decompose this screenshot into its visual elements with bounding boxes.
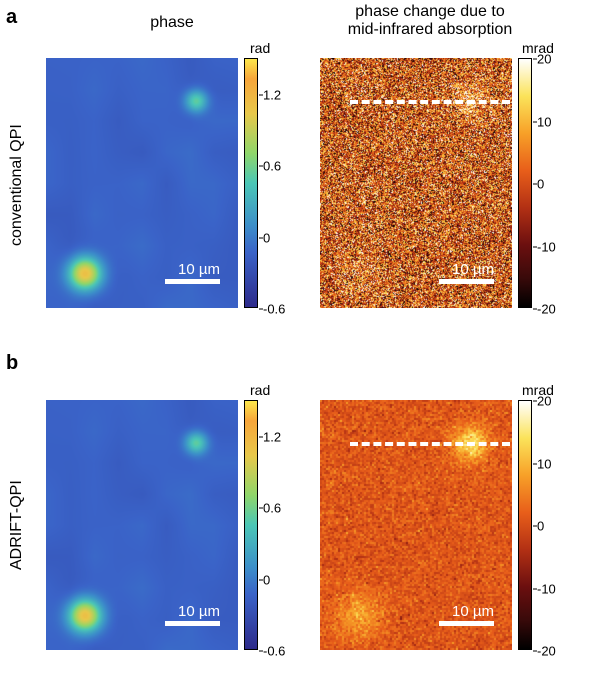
- panel-b-label: b: [6, 352, 18, 375]
- col-header-mir-line1: phase change due to: [355, 3, 504, 20]
- scalebar-label-a-mir: 10 µm: [452, 261, 494, 278]
- colorbar-tick-label: 20: [537, 394, 551, 409]
- fig-b-phase: 10 µm: [46, 400, 238, 650]
- colorbar-tick-label: 0: [537, 177, 544, 192]
- fig-b-mir: 10 µm: [320, 400, 512, 650]
- colorbar-b-phase: -0.600.61.2: [244, 400, 258, 650]
- scalebar-b-mir: [439, 621, 494, 626]
- colorbar-tick-label: 0.6: [263, 159, 281, 174]
- colorbar-tick-label: 1.2: [263, 87, 281, 102]
- scalebar-a-phase: [165, 279, 220, 284]
- dashline-b: [350, 442, 510, 446]
- colorbar-tick-label: 10: [537, 114, 551, 129]
- col-header-mir: phase change due to mid-infrared absorpt…: [300, 3, 560, 40]
- scalebar-label-b-mir: 10 µm: [452, 603, 494, 620]
- scalebar-label-b-phase: 10 µm: [178, 603, 220, 620]
- scalebar-a-mir: [439, 279, 494, 284]
- colorbar-tick-label: 20: [537, 52, 551, 67]
- colorbar-tick-label: 0: [263, 230, 270, 245]
- colorbar-b-mir: -20-1001020: [518, 400, 532, 650]
- colorbar-tick-label: 0: [263, 572, 270, 587]
- colorbar-tick-label: -10: [537, 581, 556, 596]
- colorbar-a-phase: -0.600.61.2: [244, 58, 258, 308]
- row-label-b: ADRIFT-QPI: [8, 400, 26, 650]
- row-label-a: conventional QPI: [8, 60, 26, 310]
- col-header-mir-line2: mid-infrared absorption: [348, 21, 513, 38]
- unit-a-phase: rad: [250, 40, 270, 56]
- fig-a-phase: 10 µm: [46, 58, 238, 308]
- colorbar-tick-label: -0.6: [263, 302, 285, 317]
- colorbar-a-mir: -20-1001020: [518, 58, 532, 308]
- scalebar-b-phase: [165, 621, 220, 626]
- col-header-phase: phase: [72, 14, 272, 32]
- dashline-a: [350, 100, 510, 104]
- panel-a-label: a: [6, 6, 17, 29]
- colorbar-tick-label: 0.6: [263, 501, 281, 516]
- colorbar-tick-label: 0: [537, 519, 544, 534]
- unit-b-phase: rad: [250, 382, 270, 398]
- colorbar-tick-label: -0.6: [263, 644, 285, 659]
- scalebar-label-a-phase: 10 µm: [178, 261, 220, 278]
- colorbar-tick-label: -10: [537, 239, 556, 254]
- fig-a-mir: 10 µm: [320, 58, 512, 308]
- colorbar-tick-label: 10: [537, 456, 551, 471]
- colorbar-tick-label: 1.2: [263, 429, 281, 444]
- colorbar-tick-label: -20: [537, 302, 556, 317]
- colorbar-tick-label: -20: [537, 644, 556, 659]
